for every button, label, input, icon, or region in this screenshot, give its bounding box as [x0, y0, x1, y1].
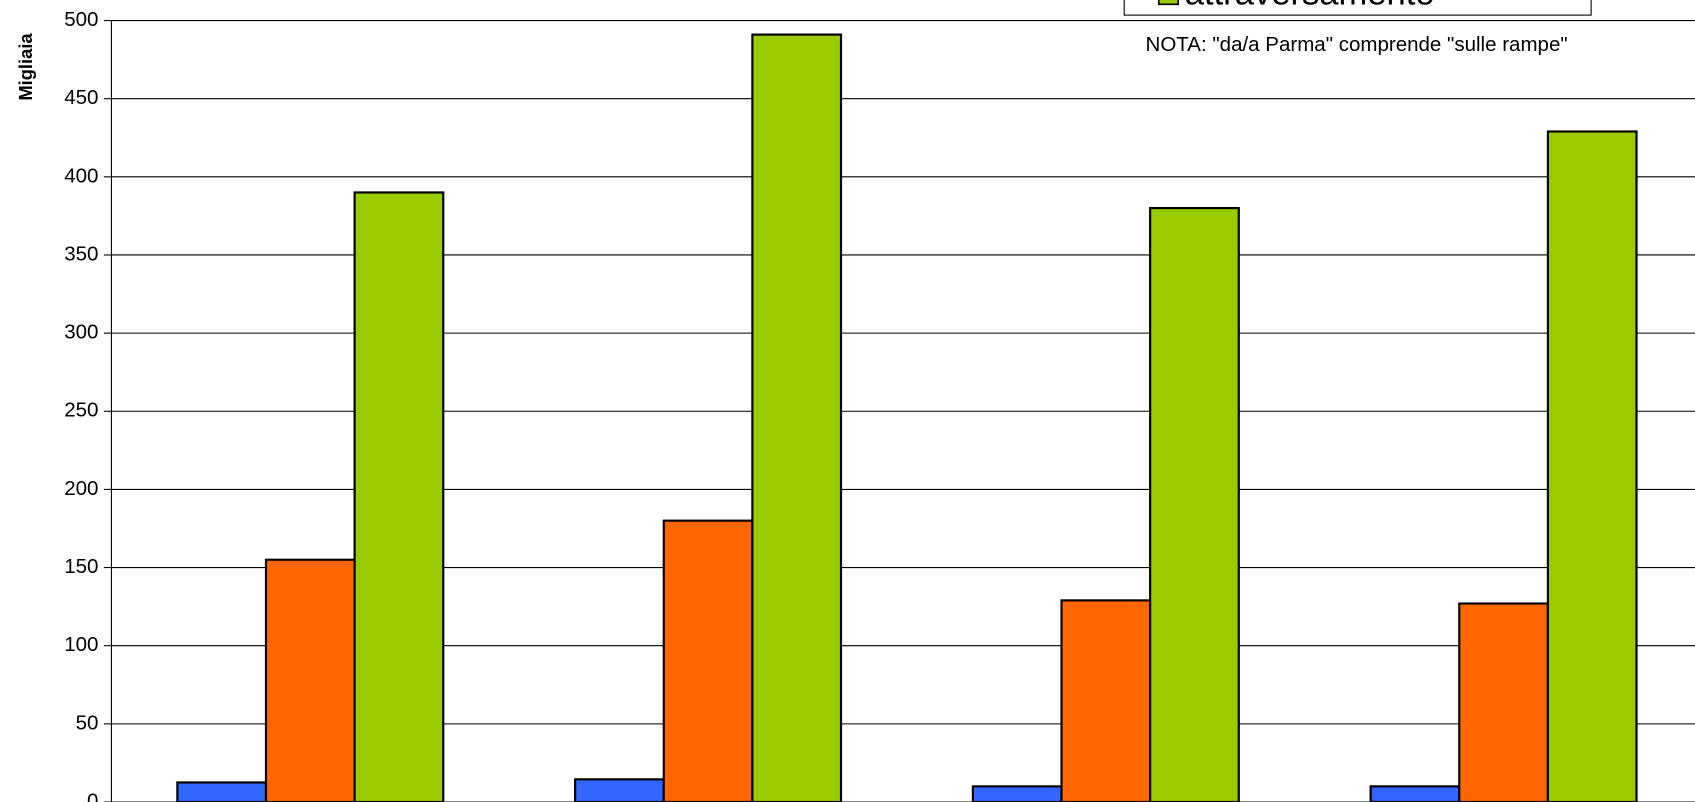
- y-tick-label: 500: [64, 8, 98, 31]
- y-tick-label: 300: [64, 321, 98, 344]
- bar: [353, 191, 445, 802]
- annotation: NOTA: "da/a Parma" comprende "sulle ramp…: [1146, 33, 1568, 56]
- bar: [1369, 785, 1461, 802]
- bar: [176, 781, 268, 802]
- legend-box: [1123, 0, 1592, 16]
- y-tick-label: 100: [64, 633, 98, 656]
- y-tick-label: 450: [64, 86, 98, 109]
- y-tick-label: 200: [64, 477, 98, 500]
- y-tick-label: 350: [64, 242, 98, 265]
- bar: [1060, 599, 1152, 802]
- y-tick-label: 50: [76, 711, 99, 734]
- y-tick-label: 150: [64, 555, 98, 578]
- bar: [751, 33, 843, 802]
- bar: [1149, 207, 1240, 802]
- y-tick-label: 400: [64, 164, 98, 187]
- bar: [662, 519, 754, 802]
- bar: [971, 785, 1063, 802]
- bar: [264, 558, 356, 802]
- legend-label: attraversamento: [1185, 0, 1435, 12]
- bar: [1546, 130, 1638, 802]
- bar: [1458, 602, 1549, 802]
- legend-swatch: [1157, 0, 1180, 6]
- bar: [574, 778, 665, 802]
- y-tick-label: 0: [87, 789, 98, 802]
- y-tick-label: 250: [64, 399, 98, 422]
- y-axis-label: Migliaia: [15, 33, 36, 101]
